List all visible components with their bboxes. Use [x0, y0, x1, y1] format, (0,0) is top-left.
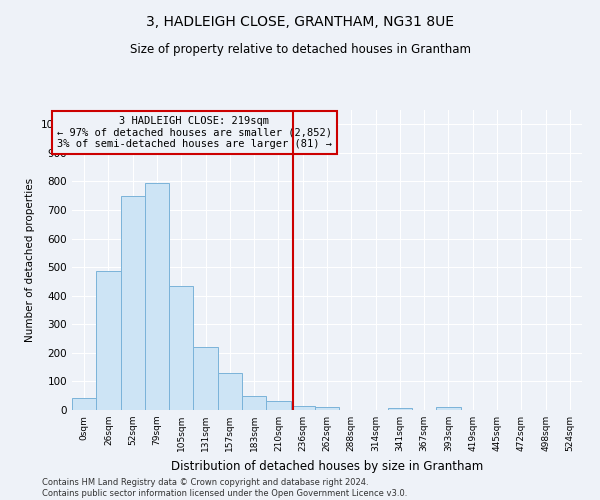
Bar: [145, 184, 169, 410]
Bar: [266, 402, 290, 410]
Bar: [72, 398, 96, 410]
Bar: [193, 346, 218, 410]
Bar: [242, 396, 266, 410]
Text: 3, HADLEIGH CLOSE, GRANTHAM, NG31 8UE: 3, HADLEIGH CLOSE, GRANTHAM, NG31 8UE: [146, 15, 454, 29]
Text: Contains HM Land Registry data © Crown copyright and database right 2024.
Contai: Contains HM Land Registry data © Crown c…: [42, 478, 407, 498]
Bar: [96, 271, 121, 410]
X-axis label: Distribution of detached houses by size in Grantham: Distribution of detached houses by size …: [171, 460, 483, 472]
Y-axis label: Number of detached properties: Number of detached properties: [25, 178, 35, 342]
Text: Size of property relative to detached houses in Grantham: Size of property relative to detached ho…: [130, 42, 470, 56]
Bar: [218, 374, 242, 410]
Bar: [169, 286, 193, 410]
Bar: [121, 196, 145, 410]
Bar: [315, 407, 339, 410]
Text: 3 HADLEIGH CLOSE: 219sqm
← 97% of detached houses are smaller (2,852)
3% of semi: 3 HADLEIGH CLOSE: 219sqm ← 97% of detach…: [57, 116, 332, 149]
Bar: [388, 408, 412, 410]
Bar: [290, 406, 315, 410]
Bar: [436, 407, 461, 410]
